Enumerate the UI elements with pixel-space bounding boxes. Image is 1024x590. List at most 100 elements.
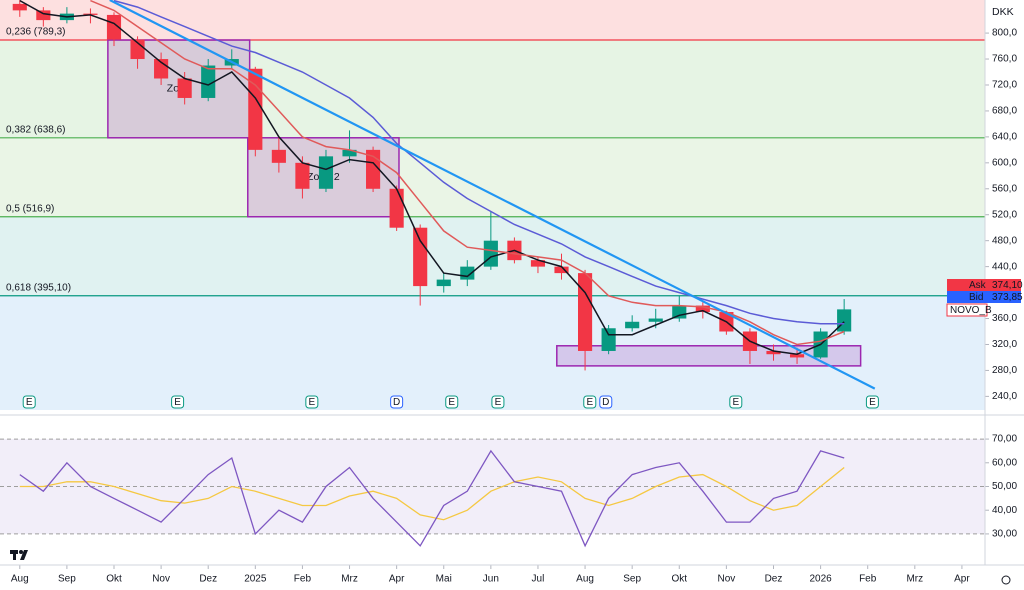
event-marker [729,395,743,409]
candle-body [342,149,357,157]
y-tick-label: 440,0 [992,261,1017,272]
candle-body [483,240,498,267]
candle-body [436,279,451,287]
tv-logo [10,550,28,560]
y-tick-label: 240,0 [992,391,1017,402]
y-tick-label: 360,0 [992,313,1017,324]
candle-body [130,39,145,60]
fib-band [0,40,985,138]
ask-price: 374,10 [992,280,1023,291]
trendline [109,0,876,390]
candle-body [177,78,192,98]
x-tick-label: Nov [717,574,735,585]
y-tick-label: 520,0 [992,209,1017,220]
candle-body [36,10,51,21]
candle-body [837,309,852,332]
y-tick-label: 800,0 [992,28,1017,39]
x-tick-label: Mai [436,574,452,585]
candle-body [601,328,616,351]
event-label: D [393,397,400,408]
y-tick-label: 320,0 [992,339,1017,350]
x-tick-label: Okt [106,574,122,585]
x-tick-label: Feb [859,574,877,585]
fib-label: 0,618 (395,10) [6,282,71,293]
candle-body [577,273,593,351]
rsi-tick-label: 40,00 [992,505,1017,516]
y-tick-label: 480,0 [992,235,1017,246]
rsi-tick-label: 30,00 [992,529,1017,540]
bid-box [947,291,1021,303]
event-marker [22,395,36,409]
event-label: D [602,397,609,408]
x-tick-label: Feb [294,574,312,585]
x-tick-label: 2026 [809,574,832,585]
y-tick-label: 760,0 [992,54,1017,65]
event-label: E [309,397,316,408]
event-marker [445,395,459,409]
candle-body [695,305,710,313]
zone-box [556,345,862,367]
x-tick-label: Apr [389,574,405,585]
moving-average [19,0,845,355]
ask-label: Ask [969,280,987,291]
event-marker [599,395,613,409]
y-tick-label: 560,0 [992,183,1017,194]
x-tick-label: Sep [58,574,76,585]
x-tick-label: Mrz [906,574,923,585]
candle-body [389,188,404,228]
candle-body [648,318,663,322]
fib-label: 0,236 (789,3) [6,27,66,38]
candle-body [789,354,805,358]
x-tick-label: Jun [483,574,499,585]
candle-body [413,227,428,287]
event-marker [865,395,879,409]
event-label: E [732,397,739,408]
candle-body [12,3,27,11]
x-tick-label: Jul [532,574,545,585]
symbol-box [946,303,988,317]
fib-label: 0,382 (638,6) [6,124,66,135]
rsi-tick-label: 70,00 [992,434,1017,445]
rsi-line [19,466,845,521]
y-tick-label: 680,0 [992,106,1017,117]
x-tick-label: 2025 [244,574,267,585]
x-tick-label: Dez [765,574,783,585]
event-marker [305,395,319,409]
y-tick-label: 280,0 [992,365,1017,376]
price-pane: 0,236 (789,3) 0,382 (638,6) 0,5 (516,9) 0,6… [0,0,985,410]
candle-body [625,321,640,329]
fib-label: 0,5 (516,9) [6,203,54,214]
x-tick-label: Mrz [341,574,358,585]
candle-body [271,149,286,163]
x-tick-label: Apr [954,574,970,585]
symbol-label: NOVO_B [950,305,992,316]
event-marker [390,395,404,409]
event-marker [583,395,597,409]
rsi-tick-label: 50,00 [992,481,1017,492]
event-label: E [448,397,455,408]
event-label: E [26,397,33,408]
currency: DKK [992,6,1014,18]
rsi-tick-label: 60,00 [992,457,1017,468]
rsi-pane [0,438,985,548]
event-label: E [869,397,876,408]
candle-body [318,156,334,189]
settings-icon[interactable] [1001,575,1011,585]
candle-body [530,260,546,267]
candle-body [766,350,781,355]
y-tick-label: 720,0 [992,80,1017,91]
event-label: E [586,397,593,408]
event-marker [491,395,505,409]
fib-band [0,0,985,41]
bid-price: 373,85 [992,292,1023,303]
candle-body [295,162,310,189]
event-marker [171,395,185,409]
y-tick-label: 640,0 [992,132,1017,143]
x-tick-label: Aug [11,574,29,585]
event-label: E [174,397,181,408]
candle-body [106,14,122,40]
event-label: E [495,397,502,408]
fib-band [0,137,985,217]
ask-box [947,279,1021,291]
